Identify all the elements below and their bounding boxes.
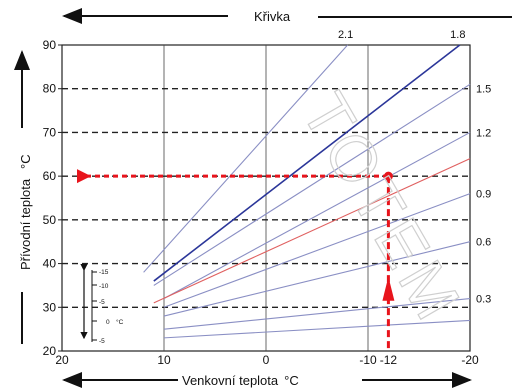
example-point [383, 171, 393, 181]
x-tick-label: 20 [55, 353, 69, 367]
y-tick-label: 40 [43, 257, 57, 271]
inset-label: -10 [99, 283, 109, 290]
inset-label: -5 [99, 338, 105, 345]
x-tick-label: -10 [359, 353, 377, 367]
example-arrow-up [382, 276, 395, 301]
inset-label: °C [116, 318, 124, 326]
y-tick-label: 30 [43, 300, 57, 314]
ticks: 20 30 40 50 60 70 80 90 20 10 0 -10 -20 -12 [43, 38, 479, 367]
inset-label: -5 [99, 299, 105, 306]
example-arrow-left [77, 169, 91, 184]
curve-label: 2.1 [338, 29, 353, 41]
curve-line [163, 319, 471, 339]
curve-line [163, 297, 471, 330]
curve-line [163, 193, 471, 308]
curve-labels: 2.1 1.8 1.5 1.2 0.9 0.6 0.3 [338, 29, 491, 306]
example-reading [77, 169, 395, 351]
y-tick-label: 90 [43, 38, 57, 52]
y-axis-title: Přívodní teplota°C [18, 154, 33, 270]
curve-line [153, 44, 461, 282]
curve-label: 0.9 [476, 189, 491, 201]
y-tick-label: 60 [43, 169, 57, 183]
inset-label: -15 [99, 269, 109, 276]
x-tick-label: 10 [157, 353, 171, 367]
y-tick-label: 20 [43, 344, 57, 358]
curve-label: 0.3 [476, 294, 491, 306]
x-tick-label: -20 [461, 353, 479, 367]
curve-label: 1.5 [476, 84, 491, 96]
y-tick-label: 50 [43, 213, 57, 227]
curves [143, 44, 471, 339]
curve-label: 1.2 [476, 127, 491, 139]
curve-line [163, 131, 471, 300]
x-tick-label-highlight: -12 [380, 353, 398, 367]
inset-scale: -15 -10 -5 0 °C -5 [80, 264, 124, 345]
x-axis-title: Venkovní teplota °C [182, 373, 299, 388]
y-tick-label: 80 [43, 82, 57, 96]
curve-label: 1.8 [450, 29, 465, 41]
curve-line [153, 83, 471, 286]
curve-line [153, 158, 471, 304]
curve-line [143, 44, 349, 273]
y-tick-label: 70 [43, 125, 57, 139]
chart-title: Křivka [254, 9, 291, 24]
curve-line [163, 241, 471, 317]
x-tick-label: 0 [263, 353, 270, 367]
inset-label: 0 [106, 319, 110, 326]
curve-label: 0.6 [476, 237, 491, 249]
